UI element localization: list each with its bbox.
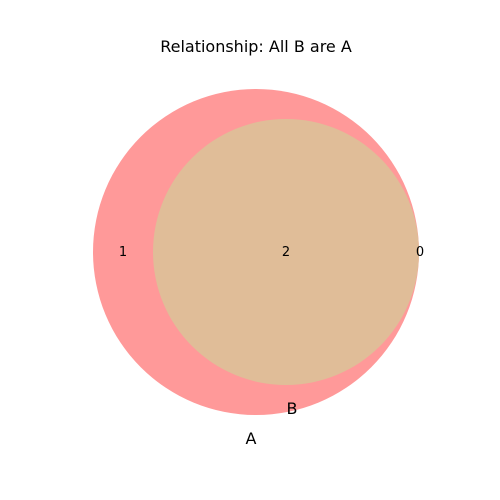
- set-a-label: A: [246, 429, 257, 448]
- set-b-circle: [153, 119, 419, 385]
- diagram-title: Relationship: All B are A: [160, 37, 352, 56]
- region-only-b-count: 0: [416, 245, 424, 260]
- set-b-label: B: [287, 399, 298, 418]
- region-a-and-b-count: 2: [282, 245, 290, 260]
- region-only-a-count: 1: [119, 245, 127, 260]
